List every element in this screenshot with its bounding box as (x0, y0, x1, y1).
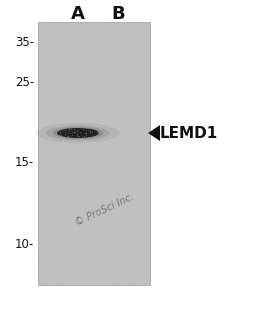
Bar (38, 22, 150, 285)
Polygon shape (148, 125, 160, 141)
Ellipse shape (53, 127, 103, 139)
Ellipse shape (57, 128, 99, 138)
Text: 35-: 35- (15, 36, 34, 49)
Text: © ProSci Inc.: © ProSci Inc. (74, 192, 136, 228)
Text: A: A (71, 5, 85, 23)
Text: LEMD1: LEMD1 (160, 125, 218, 141)
Ellipse shape (47, 125, 110, 141)
Text: B: B (111, 5, 125, 23)
Text: 25-: 25- (15, 75, 34, 88)
Text: 15-: 15- (15, 155, 34, 168)
Text: 10-: 10- (15, 239, 34, 252)
Ellipse shape (36, 123, 120, 143)
